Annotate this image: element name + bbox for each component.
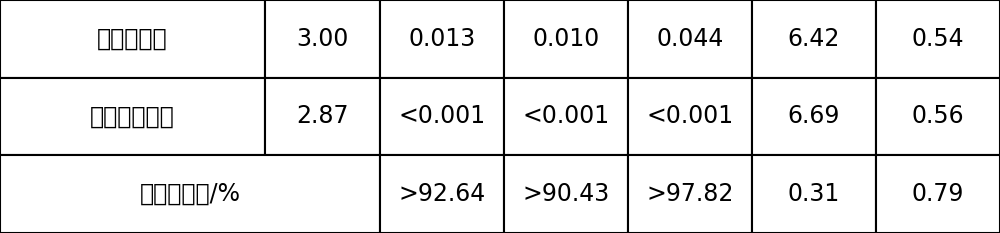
Bar bbox=[628, 155, 752, 233]
Text: 0.013: 0.013 bbox=[408, 27, 476, 51]
Text: >97.82: >97.82 bbox=[646, 182, 734, 206]
Bar bbox=[0, 78, 265, 155]
Text: 0.79: 0.79 bbox=[912, 182, 964, 206]
Text: 0.010: 0.010 bbox=[532, 27, 600, 51]
Bar bbox=[504, 78, 628, 155]
Text: 2.87: 2.87 bbox=[296, 104, 349, 128]
Bar bbox=[752, 78, 876, 155]
Text: 铂钯还原后液: 铂钯还原后液 bbox=[90, 104, 175, 128]
Text: 6.42: 6.42 bbox=[788, 27, 840, 51]
Bar bbox=[876, 78, 1000, 155]
Bar bbox=[0, 155, 380, 233]
Bar bbox=[876, 0, 1000, 78]
Bar bbox=[0, 0, 265, 78]
Bar bbox=[876, 155, 1000, 233]
Text: >90.43: >90.43 bbox=[522, 182, 610, 206]
Bar bbox=[380, 155, 504, 233]
Text: >92.64: >92.64 bbox=[398, 182, 486, 206]
Bar bbox=[504, 155, 628, 233]
Bar bbox=[504, 0, 628, 78]
Bar bbox=[628, 0, 752, 78]
Text: 3.00: 3.00 bbox=[296, 27, 349, 51]
Text: <0.001: <0.001 bbox=[646, 104, 734, 128]
Bar bbox=[265, 78, 380, 155]
Text: 0.54: 0.54 bbox=[912, 27, 964, 51]
Bar bbox=[265, 0, 380, 78]
Text: 0.56: 0.56 bbox=[912, 104, 964, 128]
Text: 0.044: 0.044 bbox=[656, 27, 724, 51]
Bar bbox=[380, 78, 504, 155]
Text: <0.001: <0.001 bbox=[398, 104, 486, 128]
Bar bbox=[752, 0, 876, 78]
Bar bbox=[752, 155, 876, 233]
Bar bbox=[628, 78, 752, 155]
Text: <0.001: <0.001 bbox=[522, 104, 610, 128]
Text: 0.31: 0.31 bbox=[788, 182, 840, 206]
Bar bbox=[380, 0, 504, 78]
Text: 元素沉淀率/%: 元素沉淀率/% bbox=[140, 182, 240, 206]
Text: 6.69: 6.69 bbox=[788, 104, 840, 128]
Text: 含铂钯溶液: 含铂钯溶液 bbox=[97, 27, 168, 51]
